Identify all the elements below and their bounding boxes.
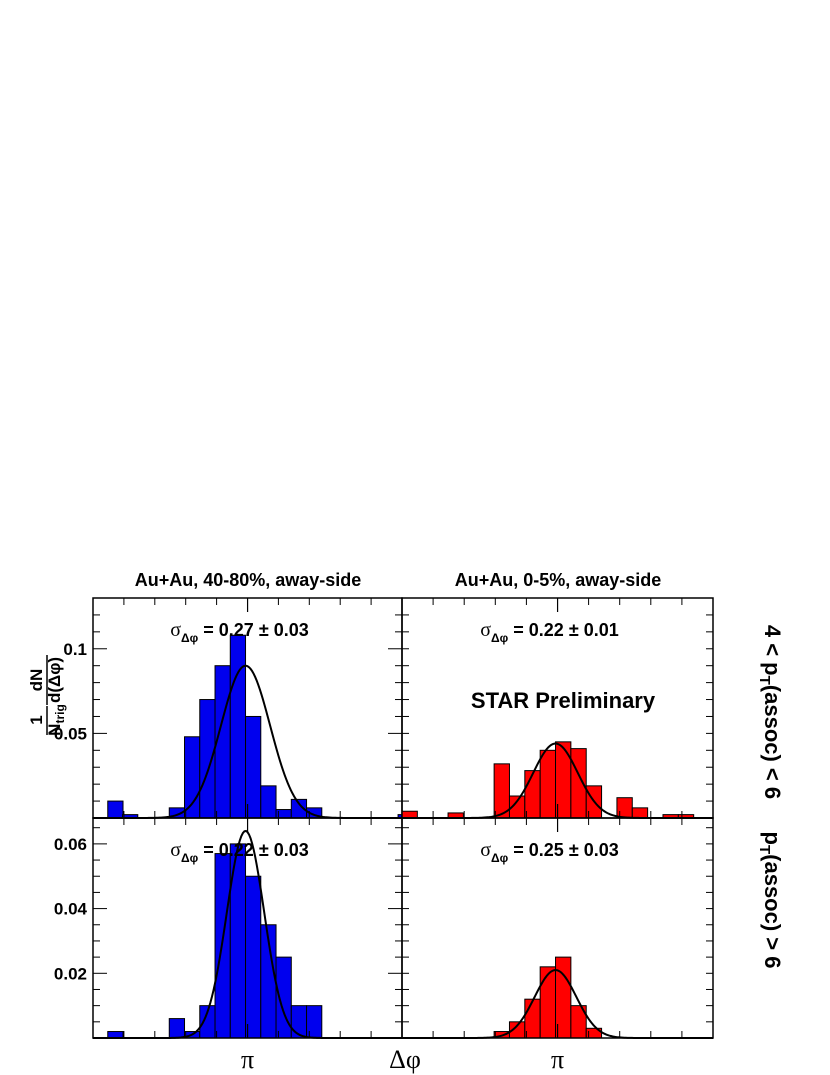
histogram-bar xyxy=(107,800,124,819)
histogram-bar xyxy=(245,875,262,1039)
x-axis-title: Δφ xyxy=(389,1045,421,1074)
y-tick-label: 0.02 xyxy=(54,964,87,983)
x-tick-label: π xyxy=(551,1045,564,1074)
panel-2: π 0.02 0.04 0.06 σΔφ = 0.22 ± 0.03 xyxy=(54,817,403,1074)
panel-1: σΔφ = 0.22 ± 0.01 xyxy=(401,597,714,819)
sigma-label: σΔφ = 0.22 ± 0.01 xyxy=(480,619,618,645)
histogram-bar xyxy=(168,1018,186,1039)
column-title-right: Au+Au, 0-5%, away-side xyxy=(455,570,662,590)
y-tick-label: 0.06 xyxy=(54,835,87,854)
sigma-label: σΔφ = 0.27 ± 0.03 xyxy=(170,619,308,645)
histogram-bar xyxy=(539,749,557,819)
y-axis-title: 1 Ntrig dN d(Δφ) xyxy=(27,655,67,736)
y-axis-title-dn: dN xyxy=(27,669,46,692)
y-tick-label: 0.05 xyxy=(54,724,87,743)
histogram-bar xyxy=(401,810,418,819)
panel-3: π σΔφ = 0.25 ± 0.03 xyxy=(401,817,714,1074)
panel-0: 0.05 0.1 σΔφ = 0.27 ± 0.03 xyxy=(54,597,414,819)
histogram-bar xyxy=(539,966,557,1039)
x-tick-label: π xyxy=(241,1045,254,1074)
histogram-bar xyxy=(524,998,541,1039)
panels-group: 0.05 0.1 σΔφ = 0.27 ± 0.03 σΔφ = 0.22 ± 0.0… xyxy=(54,597,714,1074)
y-axis-title-denominator: Ntrig xyxy=(45,704,67,736)
histogram-bar xyxy=(524,770,541,819)
row-label-bottom: pT(assoc) > 6 xyxy=(756,832,785,969)
histogram-bar xyxy=(260,785,277,819)
watermark-label: STAR Preliminary xyxy=(471,688,656,713)
column-title-left: Au+Au, 40-80%, away-side xyxy=(135,570,362,590)
histogram-bar xyxy=(631,807,649,819)
histogram-bar xyxy=(245,715,262,819)
histogram-bar xyxy=(184,736,201,819)
histogram-bar xyxy=(290,1005,308,1039)
y-axis-title-ddphi: d(Δφ) xyxy=(45,657,64,703)
histogram-bar xyxy=(229,634,247,819)
row-label-top: 4 < pT(assoc) < 6 xyxy=(756,625,785,799)
y-tick-label: 0.1 xyxy=(63,640,87,659)
y-tick-label: 0.04 xyxy=(54,900,88,919)
y-axis-title-numerator: 1 xyxy=(27,715,46,724)
sigma-label: σΔφ = 0.25 ± 0.03 xyxy=(480,839,618,865)
sigma-label: σΔφ = 0.22 ± 0.03 xyxy=(170,839,308,865)
